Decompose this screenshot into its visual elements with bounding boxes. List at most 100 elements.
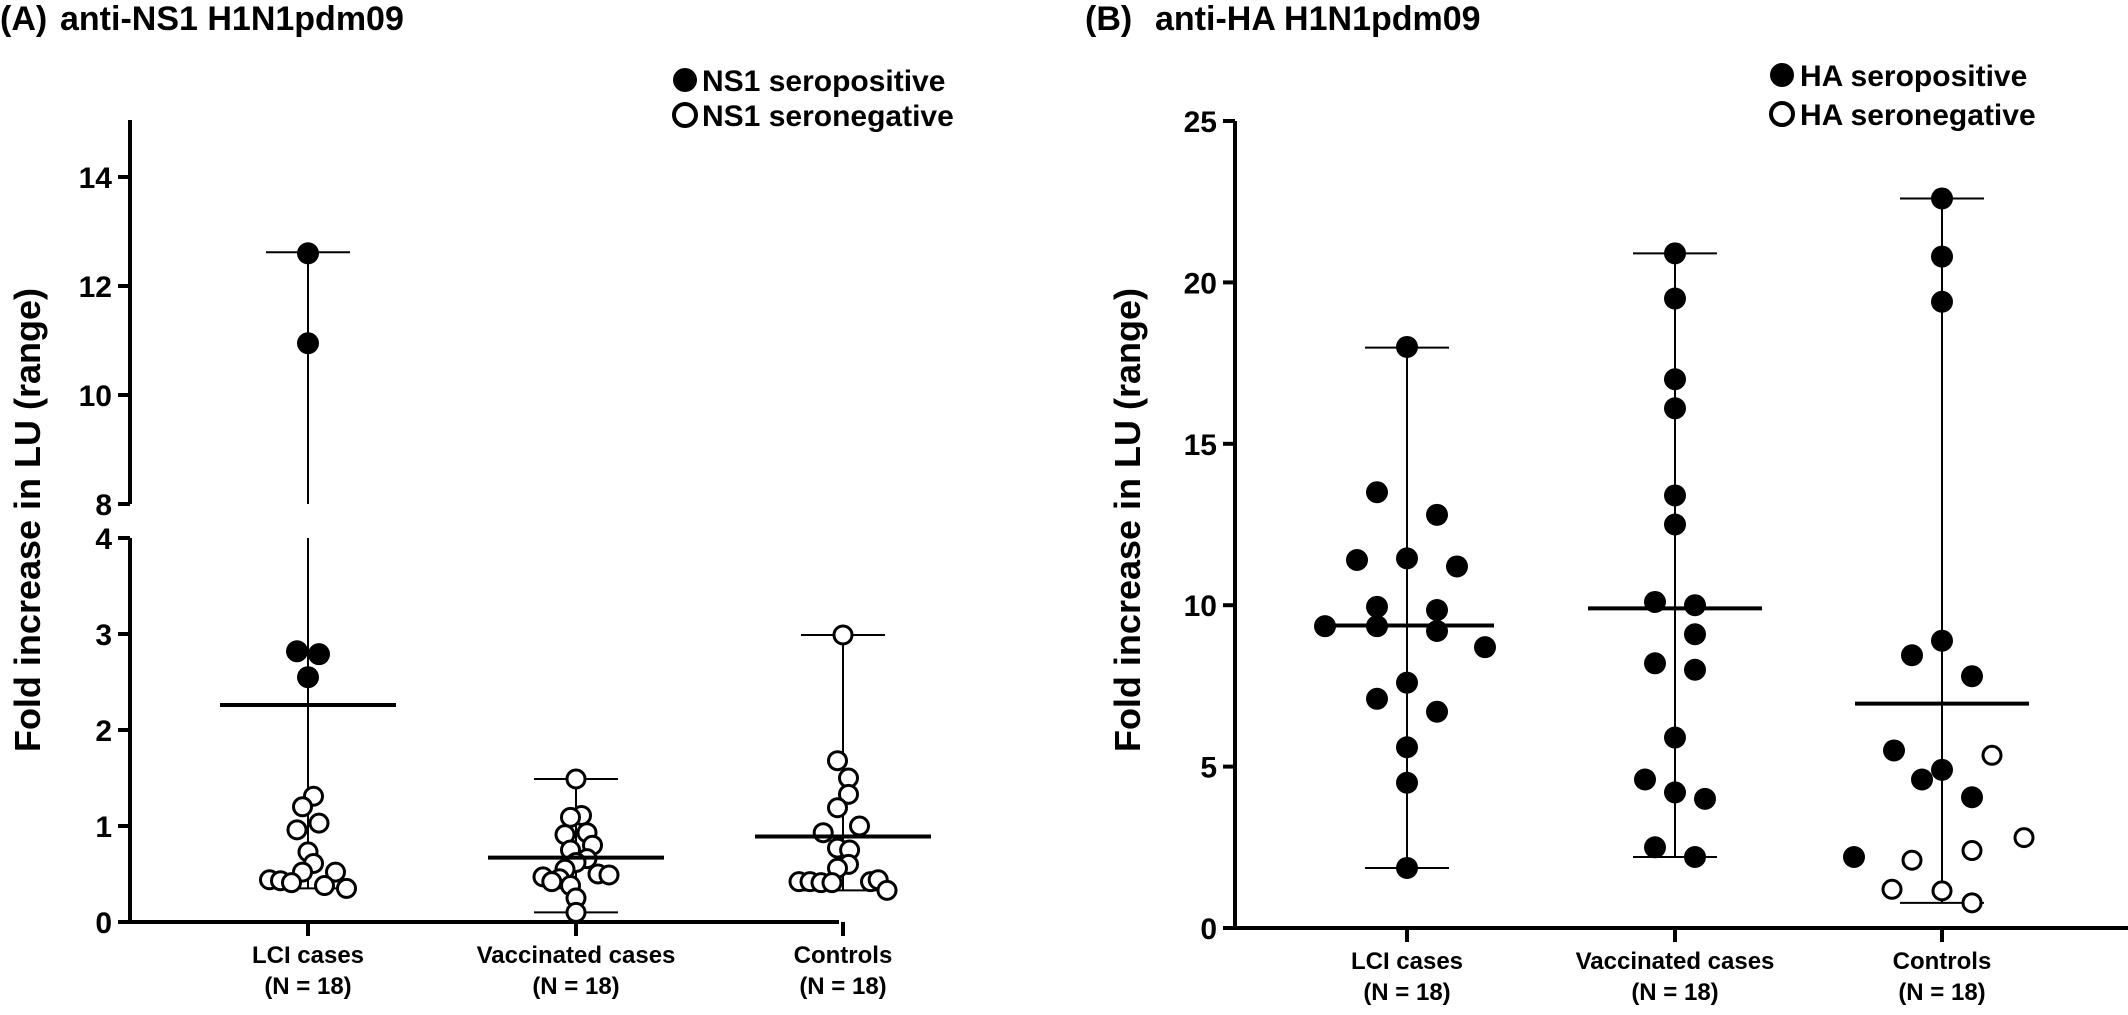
panel-a-y-tick-label: 4 [95, 523, 112, 556]
panel-a-data-point-seropositive [308, 643, 330, 666]
panel-b-data-point-seropositive [1396, 335, 1418, 358]
panel-b-data-point-seropositive [1961, 665, 1983, 688]
panel-a-data-point-seronegative [560, 806, 581, 828]
panel-a-data-point-seronegative [827, 797, 848, 819]
panel-b-data-point-seropositive [1664, 242, 1686, 265]
panel-a-data-point-seropositive [297, 242, 319, 265]
panel-b-data-point-seropositive [1426, 700, 1448, 723]
panel-a-y-tick-label: 14 [79, 162, 113, 195]
panel-b-data-point-seropositive [1684, 845, 1706, 868]
panel-b-data-point-seronegative [1961, 892, 1983, 914]
panel-b-y-tick-label: 10 [1184, 590, 1217, 623]
panel-b-data-point-seropositive [1474, 636, 1496, 659]
panel-b-plot-area: 0 5 10 15 20 25 LCI cases (N = 18) Vaccinated ca… [1184, 106, 2128, 1006]
panel-a-data-point-seronegative [832, 624, 854, 646]
panel-a-data-point-seronegative [812, 822, 834, 844]
panel-a-data-point-seronegative [281, 872, 302, 894]
panel-b-data-point-seropositive [1396, 856, 1418, 879]
panel-b-x-tick-n-label: (N = 18) [1631, 979, 1718, 1006]
panel-b-data-point-seropositive [1664, 484, 1686, 507]
panel-b-y-axis-title: Fold increase in LU (range) [1107, 288, 1148, 752]
panel-b-data-point-seropositive [1396, 771, 1418, 794]
panel-b-y-tick-label: 5 [1200, 752, 1217, 785]
panel-b-data-point-seropositive [1931, 187, 1953, 210]
panel-b-label: (B) [1085, 0, 1132, 38]
panel-a-legend-item-seropositive: NS1 seropositive [702, 65, 945, 98]
panel-a-data-point-seronegative [565, 901, 587, 923]
panel-b-x-tick-label: Vaccinated cases [1576, 948, 1775, 975]
panel-a-data-point-seropositive [286, 640, 308, 663]
panel-a-data-point-seronegative [336, 877, 357, 899]
panel-b-y-tick-label: 25 [1184, 106, 1217, 139]
panel-a-x-tick-n-label: (N = 18) [799, 973, 886, 1000]
panel-b-y-tick-label: 0 [1200, 913, 1217, 946]
panel-a-data-point-seronegative [838, 783, 859, 805]
panel-a-y-tick-label: 10 [79, 380, 112, 413]
panel-b-data-point-seropositive [1931, 245, 1953, 268]
panel-b-data-point-seropositive [1634, 768, 1656, 791]
panel-b-data-point-seropositive [1694, 787, 1716, 810]
panel-b-data-point-seronegative [2013, 827, 2035, 849]
panel-b-data-point-seropositive [1961, 786, 1983, 809]
panel-b-data-point-seronegative [1881, 878, 1903, 900]
panel-b-legend-item-seropositive: HA seropositive [1800, 60, 2027, 93]
panel-b-data-point-seronegative [1981, 744, 2003, 766]
panel-a-data-point-seropositive [297, 332, 319, 355]
panel-b-data-point-seropositive [1426, 599, 1448, 622]
panel-b-data-point-seropositive [1883, 739, 1905, 762]
panel-b-data-point-seropositive [1664, 397, 1686, 420]
panel-a-data-point-seropositive [297, 666, 319, 689]
panel-a-data-point-seronegative [314, 875, 335, 897]
panel-b-data-point-seronegative [1931, 880, 1953, 902]
panel-b-data-point-seropositive [1366, 481, 1388, 504]
panel-b-data-point-seropositive [1664, 513, 1686, 536]
legend-filled-marker [673, 68, 697, 92]
panel-b-data-point-seropositive [1684, 623, 1706, 646]
panel-b-data-point-seropositive [1396, 736, 1418, 759]
panel-b-data-point-seropositive [1644, 652, 1666, 675]
panel-a-title: anti-NS1 H1N1pdm09 [60, 0, 404, 38]
panel-b-y-tick-label: 15 [1184, 429, 1217, 462]
panel-b-data-point-seropositive [1664, 781, 1686, 804]
panel-a-data-point-seronegative [565, 768, 587, 790]
legend-filled-marker [1770, 63, 1794, 87]
panel-b-data-point-seronegative [1961, 840, 1983, 862]
legend-open-marker [1769, 101, 1795, 127]
panel-b-data-point-seropositive [1366, 595, 1388, 618]
panel-b-data-point-seropositive [1664, 368, 1686, 391]
panel-a-legend-item-seronegative: NS1 seronegative [702, 100, 954, 133]
panel-b-data-point-seropositive [1644, 836, 1666, 859]
panel-a-y-tick-label: 12 [79, 271, 112, 304]
panel-a-data-point-seronegative [541, 871, 563, 893]
panel-b-data-point-seropositive [1396, 671, 1418, 694]
panel-a-data-point-seronegative [598, 864, 620, 886]
panel-b-data-point-seropositive [1931, 629, 1953, 652]
panel-a-y-tick-label: 0 [95, 907, 112, 940]
panel-b-data-point-seropositive [1684, 658, 1706, 681]
panel-b-data-point-seropositive [1426, 503, 1448, 526]
panel-a-data-point-seronegative [325, 861, 346, 883]
panel-a-data-point-seronegative [876, 879, 898, 901]
panel-b-x-tick-n-label: (N = 18) [1363, 979, 1450, 1006]
panel-b-x-tick-n-label: (N = 18) [1898, 979, 1985, 1006]
panel-b-title: anti-HA H1N1pdm09 [1155, 0, 1481, 38]
panel-b-data-point-seronegative [1901, 849, 1923, 871]
panel-a-x-tick-n-label: (N = 18) [532, 973, 619, 1000]
panel-b-data-point-seropositive [1664, 287, 1686, 310]
panel-a-y-tick-label: 1 [95, 811, 112, 844]
panel-b-data-point-seropositive [1664, 726, 1686, 749]
panel-a-data-point-seronegative [286, 819, 308, 841]
panel-b-data-point-seropositive [1843, 845, 1865, 868]
panel-a-y-tick-label: 3 [95, 619, 112, 652]
panel-a-y-axis-title: Fold increase in LU (range) [7, 288, 48, 752]
legend-open-marker [672, 102, 698, 128]
panel-b-x-tick-label: Controls [1893, 948, 1992, 975]
panel-b-y-tick-label: 20 [1184, 267, 1217, 300]
panel-b-data-point-seropositive [1931, 290, 1953, 313]
panel-a-data-point-seronegative [821, 872, 843, 894]
panel-b-legend-item-seronegative: HA seronegative [1800, 99, 2036, 132]
panel-a-y-tick-label: 2 [95, 715, 112, 748]
panel-b-data-point-seropositive [1426, 620, 1448, 643]
